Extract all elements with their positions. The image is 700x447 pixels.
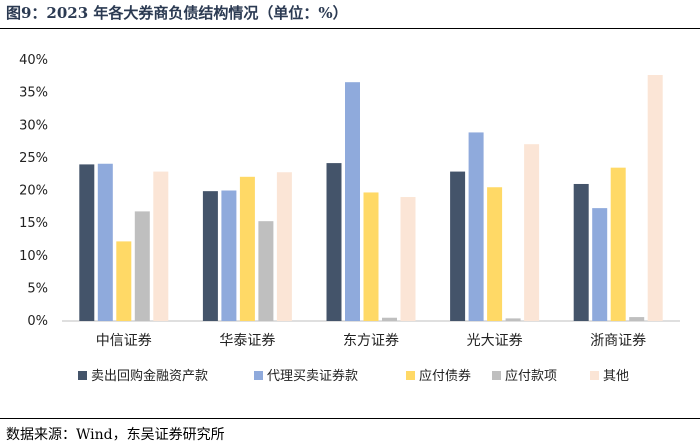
bar xyxy=(363,192,379,321)
bar xyxy=(97,163,113,321)
source-note: 数据来源：Wind，东吴证券研究所 xyxy=(6,427,225,443)
legend-swatch xyxy=(78,371,87,380)
x-category-label: 光大证券 xyxy=(467,333,523,349)
y-tick-label: 15% xyxy=(19,216,48,231)
figure-title: 图9：2023 年各大券商负债结构情况（单位：%） xyxy=(6,4,348,22)
bar-chart: 0% 5% 10% 15% 20% 25% 30% 35% 40% 中信证券 华泰证券 东方证券 光大证… xyxy=(19,53,680,384)
bar xyxy=(487,187,503,321)
y-tick-label: 10% xyxy=(19,249,48,264)
y-tick-label: 0% xyxy=(27,314,48,329)
bar xyxy=(400,197,416,321)
y-tick-label: 20% xyxy=(19,184,48,199)
x-category-label: 华泰证券 xyxy=(219,333,275,349)
bar xyxy=(382,317,397,321)
y-tick-label: 40% xyxy=(19,53,48,68)
legend-swatch xyxy=(406,371,415,380)
bar xyxy=(345,82,360,321)
legend-swatch xyxy=(492,371,501,380)
bar xyxy=(239,176,255,321)
bar xyxy=(592,208,608,321)
bar xyxy=(573,183,589,321)
bar xyxy=(79,164,95,321)
bar xyxy=(202,191,218,321)
y-tick-label: 35% xyxy=(19,86,48,101)
bar xyxy=(610,167,626,321)
y-tick-label: 25% xyxy=(19,151,48,166)
bar xyxy=(326,163,342,321)
legend-swatch xyxy=(590,371,599,380)
x-category-label: 东方证券 xyxy=(343,333,399,349)
bar xyxy=(468,132,484,321)
bar xyxy=(647,75,663,321)
bar xyxy=(276,172,292,321)
bar xyxy=(116,241,132,321)
legend-label: 应付债券 xyxy=(419,368,471,384)
bar xyxy=(221,190,237,321)
title-rule xyxy=(0,28,700,29)
bar xyxy=(153,171,169,321)
source-rule xyxy=(0,418,700,419)
bar xyxy=(505,318,521,321)
bar xyxy=(450,171,466,321)
y-tick-label: 5% xyxy=(27,281,48,296)
legend-label: 卖出回购金融资产款 xyxy=(91,368,208,384)
bar xyxy=(134,211,150,321)
y-tick-label: 30% xyxy=(19,118,48,133)
bar xyxy=(258,221,274,321)
bar xyxy=(524,144,540,321)
x-category-label: 浙商证券 xyxy=(590,333,646,349)
legend-label: 应付款项 xyxy=(505,368,557,384)
legend-label: 其他 xyxy=(603,369,629,384)
legend-swatch xyxy=(254,371,263,380)
legend-label: 代理买卖证券款 xyxy=(267,368,358,384)
x-category-label: 中信证券 xyxy=(96,333,152,349)
bar xyxy=(629,317,645,321)
